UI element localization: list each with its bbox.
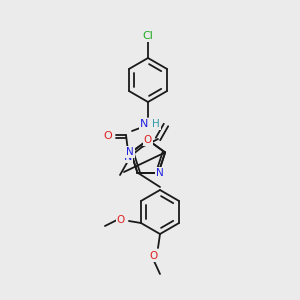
- Text: O: O: [103, 131, 112, 141]
- Text: O: O: [117, 215, 125, 225]
- Text: H: H: [152, 119, 160, 129]
- Text: N: N: [156, 168, 164, 178]
- Text: O: O: [144, 135, 152, 145]
- Text: N: N: [126, 147, 134, 158]
- Text: O: O: [150, 251, 158, 261]
- Text: Cl: Cl: [142, 31, 153, 41]
- Text: N: N: [124, 152, 132, 162]
- Text: N: N: [140, 119, 148, 129]
